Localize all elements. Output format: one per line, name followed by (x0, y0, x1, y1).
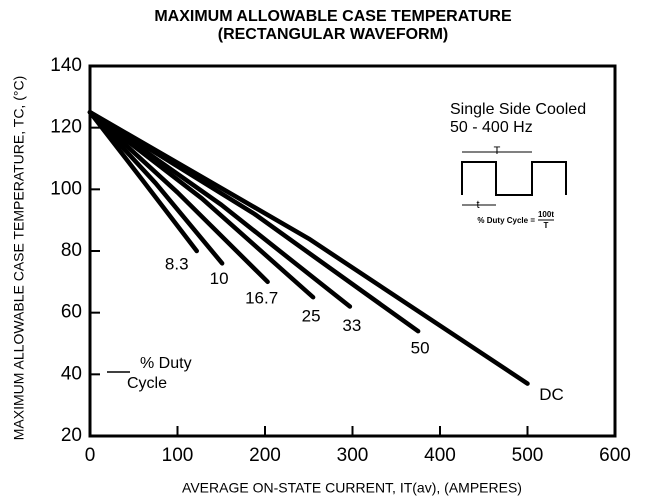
formula-denominator: T (544, 221, 549, 230)
y-tick-label: 140 (50, 55, 82, 76)
chart-subtitle: (RECTANGULAR WAVEFORM) (218, 26, 449, 43)
series-label: 10 (210, 269, 229, 288)
x-tick-label: 0 (85, 445, 96, 466)
y-tick-label: 60 (61, 302, 82, 323)
y-tick-label: 40 (61, 363, 82, 384)
x-tick-label: 300 (337, 445, 369, 466)
series-label: 33 (342, 316, 361, 335)
formula-numerator: 100t (538, 210, 554, 219)
annotation: Single Side Cooled (450, 101, 586, 118)
x-tick-label: 600 (599, 445, 631, 466)
y-axis-label: MAXIMUM ALLOWABLE CASE TEMPERATURE, TC, … (11, 76, 27, 440)
x-tick-label: 100 (162, 445, 194, 466)
series-label: DC (539, 385, 564, 404)
series-line (87, 110, 530, 386)
series-label: 25 (302, 307, 321, 326)
annotation: 50 - 400 Hz (450, 119, 533, 136)
y-tick-label: 20 (61, 425, 82, 446)
series-line (87, 110, 199, 254)
x-tick-label: 500 (512, 445, 544, 466)
series-label: 8.3 (165, 254, 189, 273)
y-tick-label: 80 (61, 240, 82, 261)
series-line (87, 110, 225, 266)
x-axis-label: AVERAGE ON-STATE CURRENT, IT(av), (AMPER… (182, 480, 522, 496)
waveform (461, 161, 567, 196)
plot-frame (88, 64, 617, 438)
series-label: 50 (411, 339, 430, 358)
pulse-label: t (476, 199, 479, 211)
chart-title: MAXIMUM ALLOWABLE CASE TEMPERATURE (154, 8, 512, 25)
x-tick-label: 200 (249, 445, 281, 466)
y-tick-label: 100 (50, 178, 82, 199)
annotation: Cycle (127, 375, 167, 392)
formula: % Duty Cycle = (477, 216, 535, 225)
series-line (87, 110, 270, 285)
series-label: 16.7 (245, 288, 278, 307)
series-line (87, 110, 316, 300)
period-label: T (494, 145, 501, 157)
y-tick-label: 120 (50, 117, 82, 138)
series-line (87, 110, 353, 309)
x-tick-label: 400 (424, 445, 456, 466)
annotation: % Duty (140, 355, 192, 372)
